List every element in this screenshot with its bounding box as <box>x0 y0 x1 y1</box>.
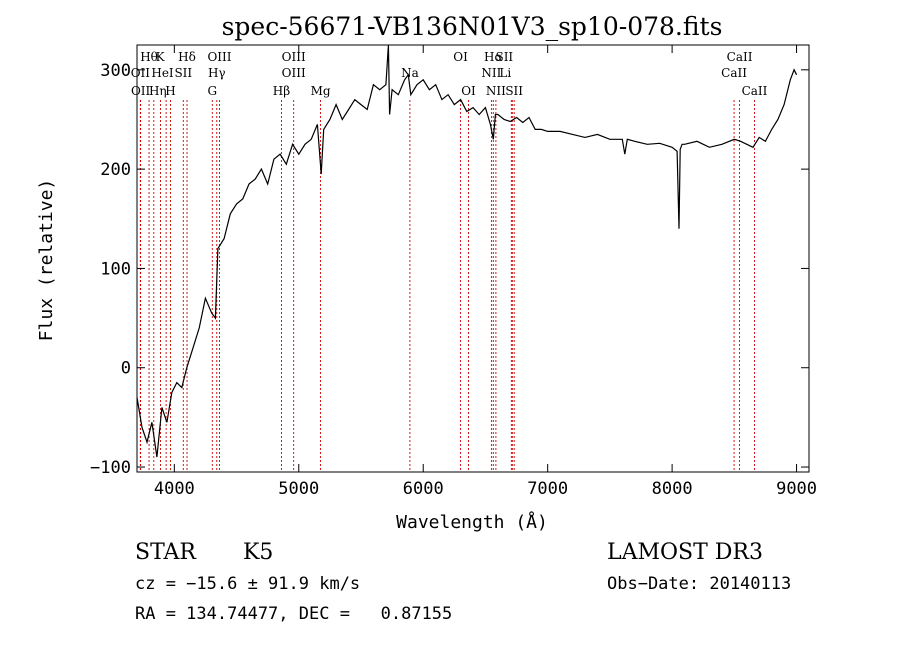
spectral-line-label: G <box>207 84 217 98</box>
spectral-line-label: OII <box>131 84 151 98</box>
object-class: STAR <box>135 540 196 565</box>
spectral-line-label: OIII <box>282 50 306 64</box>
x-tick-label: 7000 <box>527 479 568 499</box>
redshift-velocity: cz = −15.6 ± 91.9 km/s <box>135 574 361 594</box>
x-tick-label: 6000 <box>403 479 444 499</box>
object-subclass: K5 <box>243 540 274 565</box>
spectral-line-label: Hγ <box>208 66 226 80</box>
spectral-line-label: Hη <box>149 84 167 98</box>
spectral-line-label: Li <box>499 66 511 80</box>
spectral-line-label: CaII <box>742 84 768 98</box>
chart-title: spec-56671-VB136N01V3_sp10-078.fits <box>222 12 723 41</box>
plot-frame <box>136 44 810 473</box>
coordinates: RA = 134.74477, DEC = 0.87155 <box>135 604 453 624</box>
spectral-line-label: CaII <box>727 50 753 64</box>
spectral-line-label: H <box>165 84 175 98</box>
spectral-line-label: OI <box>453 50 468 64</box>
y-tick-label: 200 <box>100 160 131 180</box>
y-tick-label: −100 <box>90 458 131 478</box>
y-axis-ticks: −100 0 100 200 300 <box>90 61 809 478</box>
spectral-line-label: OII <box>131 66 151 80</box>
spectral-line-label: Hα <box>484 50 503 64</box>
x-tick-label: 8000 <box>652 479 693 499</box>
spectral-line-label: Mg <box>311 84 331 98</box>
line-markers: Hθ OII OII K HeI HηH Hδ SII OIII Hγ G OIII OIII Hβ Mg N… <box>131 50 768 472</box>
spectral-line-label: Na <box>401 66 419 80</box>
spectral-line-label: HeI <box>151 66 174 80</box>
spectral-line-label: K <box>156 50 166 64</box>
spectral-line-label: Hβ <box>273 84 290 98</box>
y-tick-label: 0 <box>121 359 131 379</box>
spectral-line-label: CaII <box>721 66 747 80</box>
x-tick-label: 4000 <box>154 479 195 499</box>
x-tick-label: 5000 <box>278 479 319 499</box>
spectral-line-label: Hθ <box>140 50 158 64</box>
spectral-line-label: OIII <box>282 66 306 80</box>
y-tick-label: 100 <box>100 259 131 279</box>
spectral-line-label: OI <box>461 84 476 98</box>
survey-name: LAMOST DR3 <box>607 540 763 565</box>
x-axis-ticks: 4000 5000 6000 7000 8000 9000 <box>154 45 817 499</box>
spectral-line-label: NII <box>486 84 506 98</box>
y-axis-label: Flux (relative) <box>36 179 57 342</box>
y-tick-label: 300 <box>100 61 131 81</box>
spectral-line-label: SII <box>174 66 192 80</box>
spectral-line-label: OIII <box>207 50 231 64</box>
x-axis-label: Wavelength (Å) <box>396 511 548 533</box>
spectrum-line <box>136 44 798 458</box>
spectral-line-label: Hδ <box>178 50 196 64</box>
spectral-line-label: NII <box>481 66 501 80</box>
x-tick-label: 9000 <box>776 479 817 499</box>
spectral-line-label: SII <box>505 84 523 98</box>
spectral-line-label: SII <box>495 50 513 64</box>
observation-date: Obs−Date: 20140113 <box>607 574 792 594</box>
